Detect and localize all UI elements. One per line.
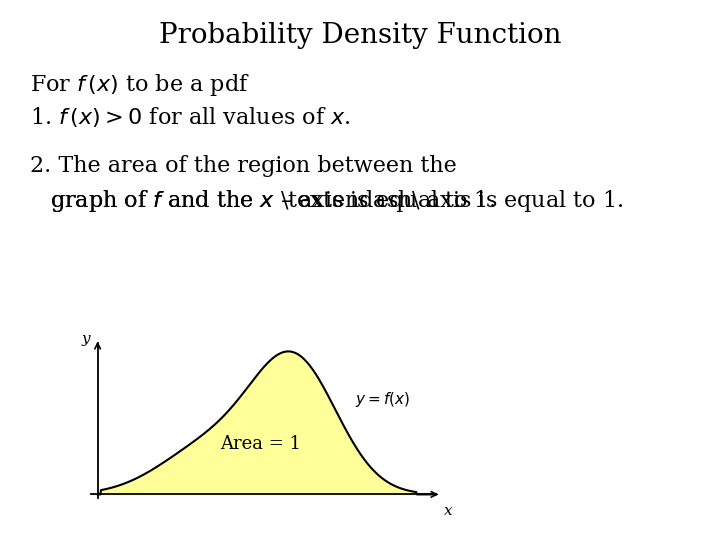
- Text: y: y: [81, 332, 90, 346]
- Text: $y = f(x)$: $y = f(x)$: [356, 390, 410, 409]
- Text: Probability Density Function: Probability Density Function: [158, 22, 562, 49]
- Text: graph of $f$ and the $x$ \textendash\ axis is equal to 1.: graph of $f$ and the $x$ \textendash\ ax…: [50, 188, 624, 214]
- Text: x: x: [444, 504, 453, 518]
- Text: graph of $f$ and the $x$ – axis is equal to 1.: graph of $f$ and the $x$ – axis is equal…: [50, 188, 495, 214]
- Text: Area = 1: Area = 1: [220, 435, 302, 453]
- Text: 1. $f\,(x) > 0$ for all values of $x$.: 1. $f\,(x) > 0$ for all values of $x$.: [30, 105, 351, 129]
- Text: For $f\,(x)$ to be a pdf: For $f\,(x)$ to be a pdf: [30, 72, 250, 98]
- Text: 2. The area of the region between the: 2. The area of the region between the: [30, 155, 456, 177]
